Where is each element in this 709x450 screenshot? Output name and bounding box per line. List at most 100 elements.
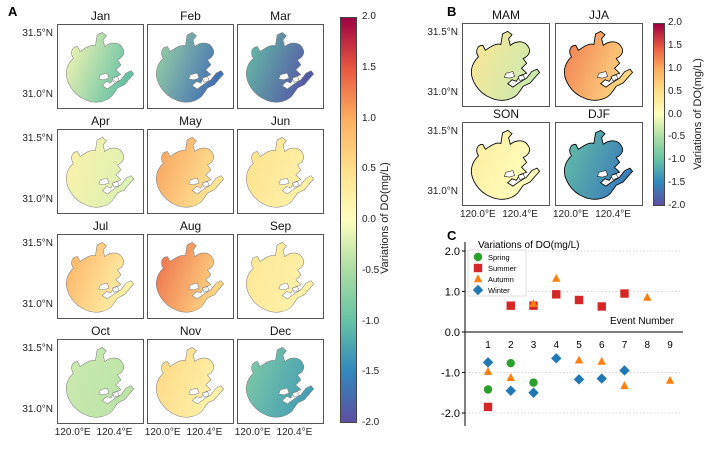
lat-tick-label: 31.0°N [22,88,53,100]
map-title-mar: Mar [270,9,291,23]
colorbar-tick-label: -1.5 [668,177,686,189]
map-title-son: SON [492,107,519,121]
island-shape [188,177,200,186]
lake-shape [66,347,134,418]
map-aug [147,234,234,319]
point-winter [482,357,494,368]
lat-tick-label: 31.0°N [22,403,53,415]
island-shape [188,282,200,291]
legend-marker-winter [472,284,484,296]
lon-tick-label: 120.4°E [502,209,538,220]
lat-tick-label: 31.5°N [427,27,458,39]
island-shape [278,282,290,291]
island-shape [98,177,110,186]
map-feb [147,24,234,109]
point-autumn [506,373,515,381]
point-spring [483,385,493,394]
island-shape [278,387,290,396]
island-shape [202,286,210,293]
island-shape [112,76,120,83]
y-tick-label: 2.0 [445,246,460,258]
colorbar-a-label: Variations of DO(mg/L) [379,162,391,274]
lon-tick-label: 120.4°E [595,209,631,220]
island-shape [596,170,608,178]
island-shape [112,391,120,398]
island-shape [188,387,200,396]
map-apr [57,129,144,214]
map-oct [57,339,144,424]
y-tick-label: 0.0 [445,327,460,339]
lon-tick-label: 120.0°E [459,209,496,220]
island-shape [292,391,300,398]
lon-tick-label: 120.0°E [552,209,589,220]
lake-shape [66,137,134,208]
map-jja [555,23,643,107]
island-shape [517,74,526,81]
lon-tick-label: 120.0°E [54,427,91,438]
lat-tick-label: 31.0°N [22,193,53,205]
map-nov [147,339,234,424]
island-shape [292,76,300,83]
legend-label-autumn: Autumn [488,275,514,284]
map-dec [237,339,324,424]
colorbar-tick-label: -1.0 [668,154,686,166]
map-son [462,122,550,206]
point-autumn [552,273,561,282]
lake-shape [246,347,314,418]
island-shape [202,76,210,83]
x-tick-label: 5 [576,340,582,351]
point-summer [574,295,584,305]
colorbar-tick-label: -1.0 [362,315,380,327]
colorbar-b-label: Variations of DO(mg/L) [692,58,704,170]
legend-label-summer: Summer [488,264,517,273]
point-autumn [665,375,675,384]
point-winter [505,385,516,396]
point-summer [597,302,606,311]
point-summer [552,290,561,299]
colorbar-tick-label: -0.5 [668,131,686,143]
map-title-may: May [179,114,202,128]
island-shape [278,72,290,81]
map-title-djf: DJF [588,107,610,121]
legend-label-winter: Winter [488,286,510,295]
panel-label-a: A [8,4,18,19]
lake-shape [66,32,134,103]
map-title-jja: JJA [588,8,609,22]
point-winter [573,374,585,385]
island-shape [292,286,300,293]
legend-marker-summer [473,263,483,273]
lake-shape [470,30,541,101]
map-mam [462,23,550,107]
colorbar-tick-label: -1.5 [362,366,380,378]
colorbar-b [653,23,665,206]
lake-shape [563,129,634,200]
point-autumn [574,355,584,364]
lake-shape [470,129,541,200]
map-title-jan: Jan [90,9,111,23]
colorbar-tick-label: 1.5 [668,39,682,51]
point-summer [620,289,629,298]
point-autumn [620,381,629,390]
colorbar-tick-label: -0.5 [362,264,380,276]
map-title-mam: MAM [492,8,520,22]
colorbar-tick-label: 0.0 [362,214,376,225]
lon-tick-label: 120.4°E [96,427,133,438]
lat-tick-label: 31.5°N [427,126,458,138]
map-sep [237,234,324,319]
point-winter [596,373,607,384]
chart-title: Variations of DO(mg/L) [478,240,580,251]
map-may [147,129,234,214]
colorbar-tick-label: 0.0 [668,108,682,120]
panel-label-c: C [447,228,457,243]
island-shape [98,387,110,396]
lat-tick-label: 31.5°N [22,238,53,250]
colorbar-tick-label: 2.0 [668,17,682,28]
lake-shape [156,242,224,313]
point-autumn [529,298,538,307]
lake-shape [156,347,224,418]
map-jan [57,24,144,109]
map-title-feb: Feb [180,9,201,23]
map-djf [555,122,643,206]
colorbar-tick-label: 1.0 [362,112,376,124]
